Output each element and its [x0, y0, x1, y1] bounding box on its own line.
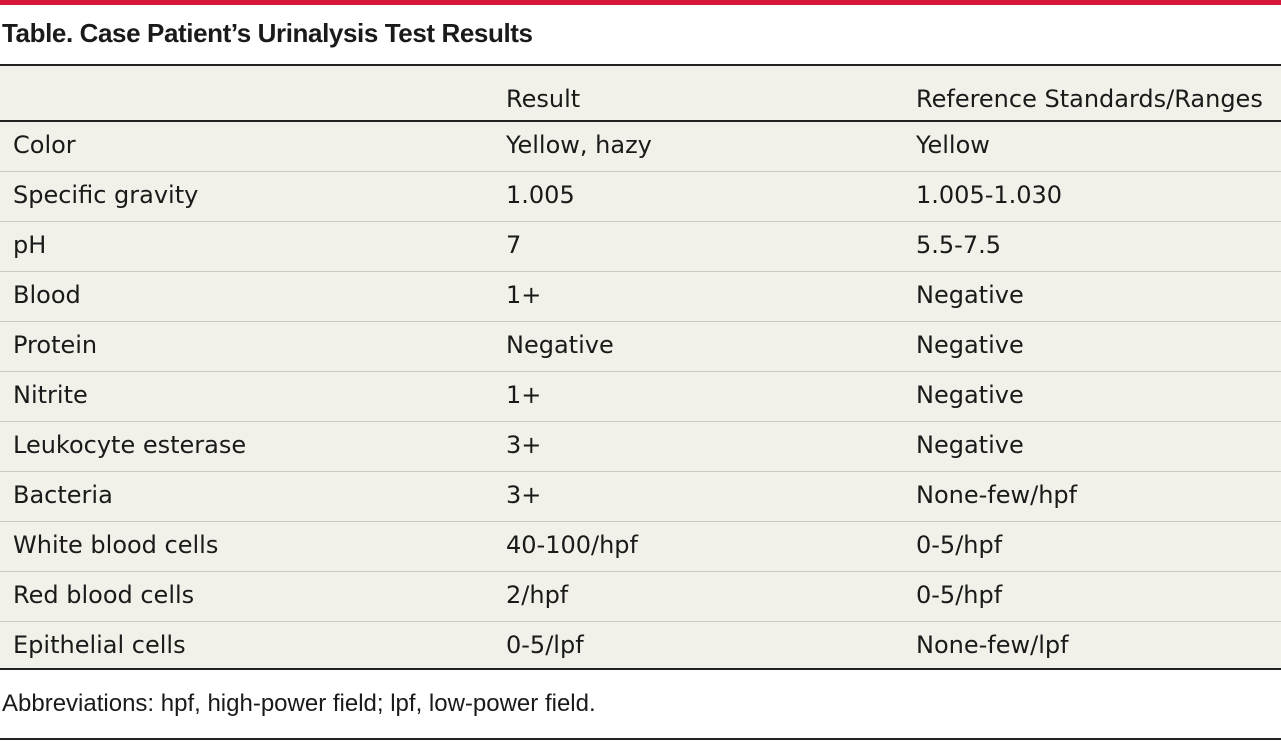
test-name: Epithelial cells: [13, 631, 186, 659]
test-name: Protein: [13, 331, 98, 359]
test-name: Bacteria: [13, 481, 113, 509]
abbreviations-footnote: Abbreviations: hpf, high-power field; lp…: [2, 690, 596, 717]
reference-range: 0-5/hpf: [916, 531, 1003, 559]
header-reference: Reference Standards/Ranges: [916, 85, 1263, 113]
bottom-rule: [0, 738, 1281, 740]
table-row: Protein Negative Negative: [0, 322, 1281, 372]
result-value: 1+: [506, 381, 542, 409]
test-name: White blood cells: [13, 531, 219, 559]
test-name: Leukocyte esterase: [13, 431, 247, 459]
table-row: Red blood cells 2/hpf 0-5/hpf: [0, 572, 1281, 622]
table-header-row: Result Reference Standards/Ranges: [0, 66, 1281, 122]
test-name: Blood: [13, 281, 81, 309]
table-body: Color Yellow, hazy Yellow Specific gravity 1…: [0, 122, 1281, 672]
reference-range: Negative: [916, 381, 1024, 409]
table-row: Nitrite 1+ Negative: [0, 372, 1281, 422]
reference-range: 0-5/hpf: [916, 581, 1003, 609]
result-value: Yellow, hazy: [506, 131, 652, 159]
table-caption: Table. Case Patient’s Urinalysis Test Re…: [2, 18, 533, 48]
top-accent-rule: [0, 0, 1281, 5]
result-value: 0-5/lpf: [506, 631, 584, 659]
result-value: 7: [506, 231, 522, 259]
result-value: Negative: [506, 331, 614, 359]
urinalysis-table: Result Reference Standards/Ranges Color Y…: [0, 64, 1281, 670]
result-value: 2/hpf: [506, 581, 569, 609]
table-row: Epithelial cells 0-5/lpf None-few/lpf: [0, 622, 1281, 672]
test-name: Nitrite: [13, 381, 88, 409]
reference-range: Negative: [916, 431, 1024, 459]
table-row: White blood cells 40-100/hpf 0-5/hpf: [0, 522, 1281, 572]
test-name: Specific gravity: [13, 181, 199, 209]
header-result: Result: [506, 85, 581, 113]
result-value: 3+: [506, 481, 542, 509]
reference-range: 1.005-1.030: [916, 181, 1063, 209]
reference-range: None-few/hpf: [916, 481, 1078, 509]
reference-range: 5.5-7.5: [916, 231, 1001, 259]
result-value: 3+: [506, 431, 542, 459]
table-row: Bacteria 3+ None-few/hpf: [0, 472, 1281, 522]
test-name: pH: [13, 231, 47, 259]
result-value: 1+: [506, 281, 542, 309]
reference-range: None-few/lpf: [916, 631, 1069, 659]
reference-range: Negative: [916, 331, 1024, 359]
table-row: Specific gravity 1.005 1.005-1.030: [0, 172, 1281, 222]
reference-range: Yellow: [916, 131, 990, 159]
table-row: pH 7 5.5-7.5: [0, 222, 1281, 272]
table-row: Color Yellow, hazy Yellow: [0, 122, 1281, 172]
result-value: 1.005: [506, 181, 575, 209]
table-row: Leukocyte esterase 3+ Negative: [0, 422, 1281, 472]
reference-range: Negative: [916, 281, 1024, 309]
test-name: Red blood cells: [13, 581, 195, 609]
result-value: 40-100/hpf: [506, 531, 638, 559]
table-row: Blood 1+ Negative: [0, 272, 1281, 322]
test-name: Color: [13, 131, 76, 159]
